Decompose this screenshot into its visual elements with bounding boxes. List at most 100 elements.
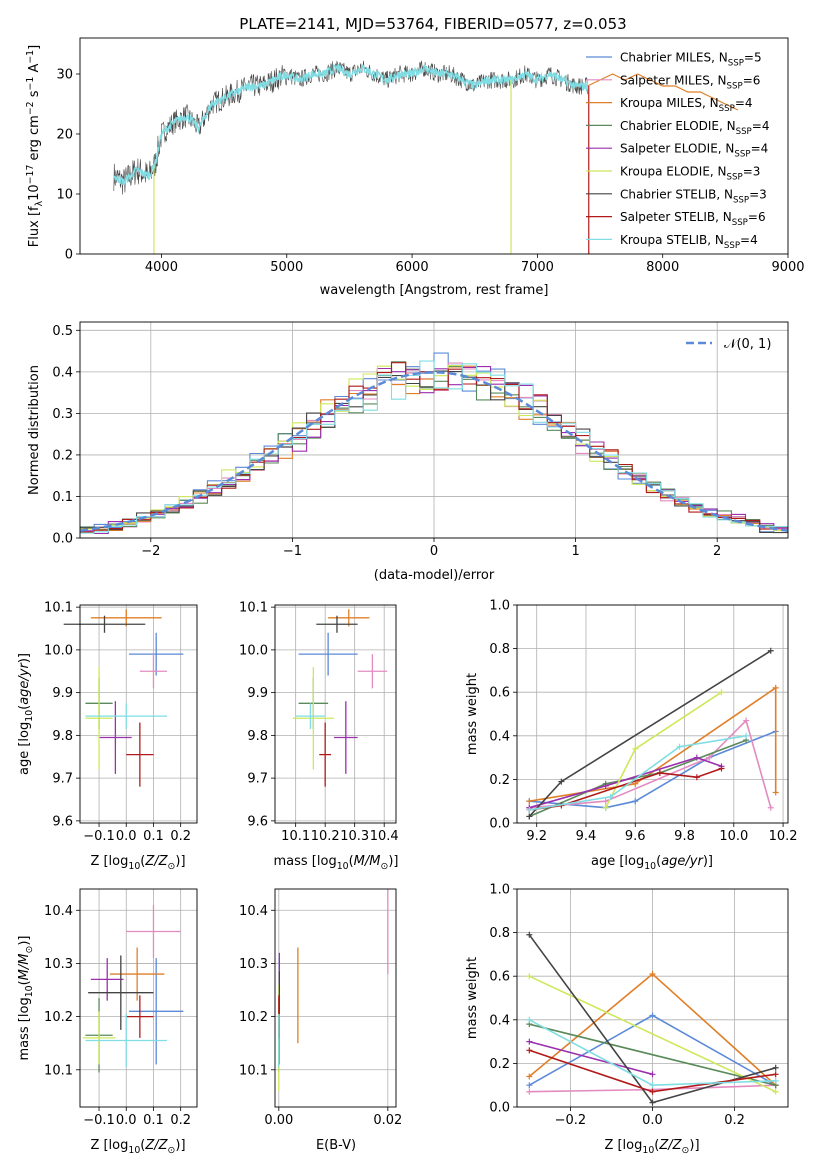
mass_vs_Z-ytick-label: 10.3 [44,957,73,972]
mass_weight_vs_age-point-marker [656,769,663,776]
residuals-plot-area [79,352,789,535]
mass_weight_vs_Z-point-marker [526,1082,533,1089]
mass_vs_ebv-ytick-label: 10.3 [239,957,268,972]
mass_weight_vs_Z-point-marker [526,1016,533,1023]
spectrum-ytick-label: 20 [56,128,73,143]
spectrum-xtick-label: 7000 [521,260,554,275]
mass_weight_vs_Z-point-marker [649,1099,656,1106]
mass_weight_vs_age-ytick-label: 0.8 [489,642,510,657]
mass_weight_vs_age-point-marker [693,754,700,761]
spectrum-xtick-label: 8000 [646,260,679,275]
age-vs-Z-x-axis-label-part: ( [140,854,145,869]
mass_weight_vs_Z-frame [516,888,789,1108]
age-vs-mass-x-axis-label-part: M [354,854,365,869]
legend-label-part: SSP [727,81,743,91]
age_vs_Z-xtick-label: 0.1 [143,829,164,844]
mass-weight-vs-Z-x-axis-label-part: Z [log [604,1138,642,1153]
age-vs-Z-x-axis-label-part: )] [175,854,185,869]
spectrum-ytick-label: 30 [56,68,73,83]
legend-label-part: Chabrier MILES, N [620,51,728,65]
mass-vs-Z-x-axis-label-part: )] [175,1138,185,1153]
mass_weight_vs_age-point-marker [772,684,779,691]
mass_weight_vs_age-axes: 9.2 9.4 9.6 9.8 10.0 10.2 0.0 0.2 0.4 0.6 0.8 1.0 [489,599,797,845]
mass_vs_ebv-ytick-label: 10.4 [239,904,268,919]
legend-label: Salpeter MILES, NSSP=6 [620,73,760,91]
age-vs-Z-x-axis-label-part: / [153,854,160,869]
residuals-y-axis-label: Normed distribution [27,365,42,495]
spectrum-y-axis-label-part: erg cm [27,115,42,164]
age_vs_mass-xtick-label: 10.1 [281,829,310,844]
spectrum-y-axis-label-part: A [27,64,42,77]
mass_weight_vs_age-series-line [529,756,722,809]
residuals-ytick-label: 0.3 [52,407,73,422]
mass_vs_Z-ytick-label: 10.1 [44,1063,73,1078]
mass_weight_vs_age-series-line [528,739,747,818]
mass-weight-vs-age-x-axis-label-part: )] [703,854,713,869]
age_vs_Z-xtick-label: 0.0 [116,829,137,844]
mass-y-axis-label-part: 10 [24,985,35,997]
legend-label-part: =3 [743,165,761,179]
age-vs-Z-x-axis-label-part: 10 [128,861,140,872]
age_vs_Z-axes: −0.1 0.0 0.1 0.2 9.6 9.7 9.8 9.9 10.0 10.1 [44,601,198,844]
legend-label-part: Chabrier ELODIE, N [620,119,736,133]
mass_vs_ebv-xtick-label: 0.02 [373,1113,402,1128]
mass_weight_vs_age-series-line [529,735,747,811]
age-vs-mass-x-axis-label-part: ( [349,854,354,869]
residuals-ytick-label: 0.4 [52,365,73,380]
age_vs_Z-ytick-label: 10.1 [44,601,73,616]
mass-weight-vs-Z-x-axis-label-part: )] [689,1138,699,1153]
spectrum-ytick-label: 0 [65,248,73,263]
mass-y-axis-label-part: ⊙ [24,946,35,954]
spectrum-y-axis-label-part: −1 [25,50,36,64]
mass_weight_vs_Z-axes: −0.2 0.0 0.2 0.0 0.2 0.4 0.6 0.8 1.0 [489,883,789,1128]
mass_weight_vs_Z-point-marker [649,1012,656,1019]
age-y-axis-label-part: ( [17,705,32,710]
legend-label-part: =6 [748,210,766,224]
legend-label-part: Kroupa ELODIE, N [620,165,727,179]
age-vs-Z-x-axis-label-part: Z [log [90,854,128,869]
mass-vs-Z-x-axis-label-part: Z [144,1138,155,1153]
mass_weight_vs_Z-ytick-label: 0.2 [489,1057,510,1072]
mass_weight_vs_age-ytick-label: 0.2 [489,773,510,788]
mass-vs-Z-x-axis-label-part: / [153,1138,160,1153]
legend-label: Chabrier STELIB, NSSP=3 [620,187,767,205]
mass_weight_vs_age-point-marker [602,804,609,811]
legend-label-part: Chabrier STELIB, N [620,187,733,201]
legend-label-part: Salpeter MILES, N [620,73,727,87]
residuals-xtick-label: 2 [713,544,721,559]
mass-weight-vs-Z-x-axis-label-part: Z [658,1138,669,1153]
mass_weight_vs_age-xtick-label: 10.0 [719,829,748,844]
spectrum-y-axis-label-part: −2 [25,101,36,115]
residuals-xtick-label: 1 [571,544,579,559]
legend-label-part: Kroupa MILES, N [620,96,719,110]
legend-label-part: Kroupa STELIB, N [620,233,724,247]
mass_weight_vs_age-point-marker [632,745,639,752]
spectrum-red-model-line [587,73,739,111]
mass_weight_vs_age-xtick-label: 10.2 [769,829,798,844]
mass-vs-Z-x-axis-label: Z [log10(Z/Z⊙)] [90,1138,185,1156]
legend-label: Kroupa ELODIE, NSSP=3 [620,165,760,183]
mass-vs-Z-x-axis-label-part: ( [140,1138,145,1153]
figure-title: PLATE=2141, MJD=53764, FIBERID=0577, z=0… [239,15,626,33]
mass_weight_vs_Z-point-marker [526,1047,533,1054]
spectrum-y-axis-label-part: s [27,90,42,101]
mass_weight_vs_Z-ytick-label: 1.0 [489,883,510,898]
legend-label-part: =4 [752,119,770,133]
residuals-frame [79,321,789,539]
mass_weight_vs_age-point-marker [632,798,639,805]
legend-label-part: =4 [751,142,769,156]
mass_weight_vs_age-point-marker [767,804,774,811]
age_vs_mass-ytick-label: 10.1 [239,601,268,616]
spectrum-xtick-label: 5000 [270,260,303,275]
mass-vs-Z-x-axis-label-part: Z [log [90,1138,128,1153]
mass_vs_Z-plot-area [82,904,184,1073]
mass_vs_ebv-frame [274,888,397,1108]
mass-y-axis-label-part: mass [log [17,997,32,1060]
legend-label-part: SSP [724,241,740,251]
mass_vs_ebv-xtick-label: 0.00 [264,1113,293,1128]
mass-vs-Z-x-axis-label-part: 10 [128,1145,140,1156]
legend-label-part: =6 [743,73,761,87]
spectrum-frame [79,37,789,255]
mass-y-axis-label: mass [log10(M/M⊙)] [17,936,35,1061]
